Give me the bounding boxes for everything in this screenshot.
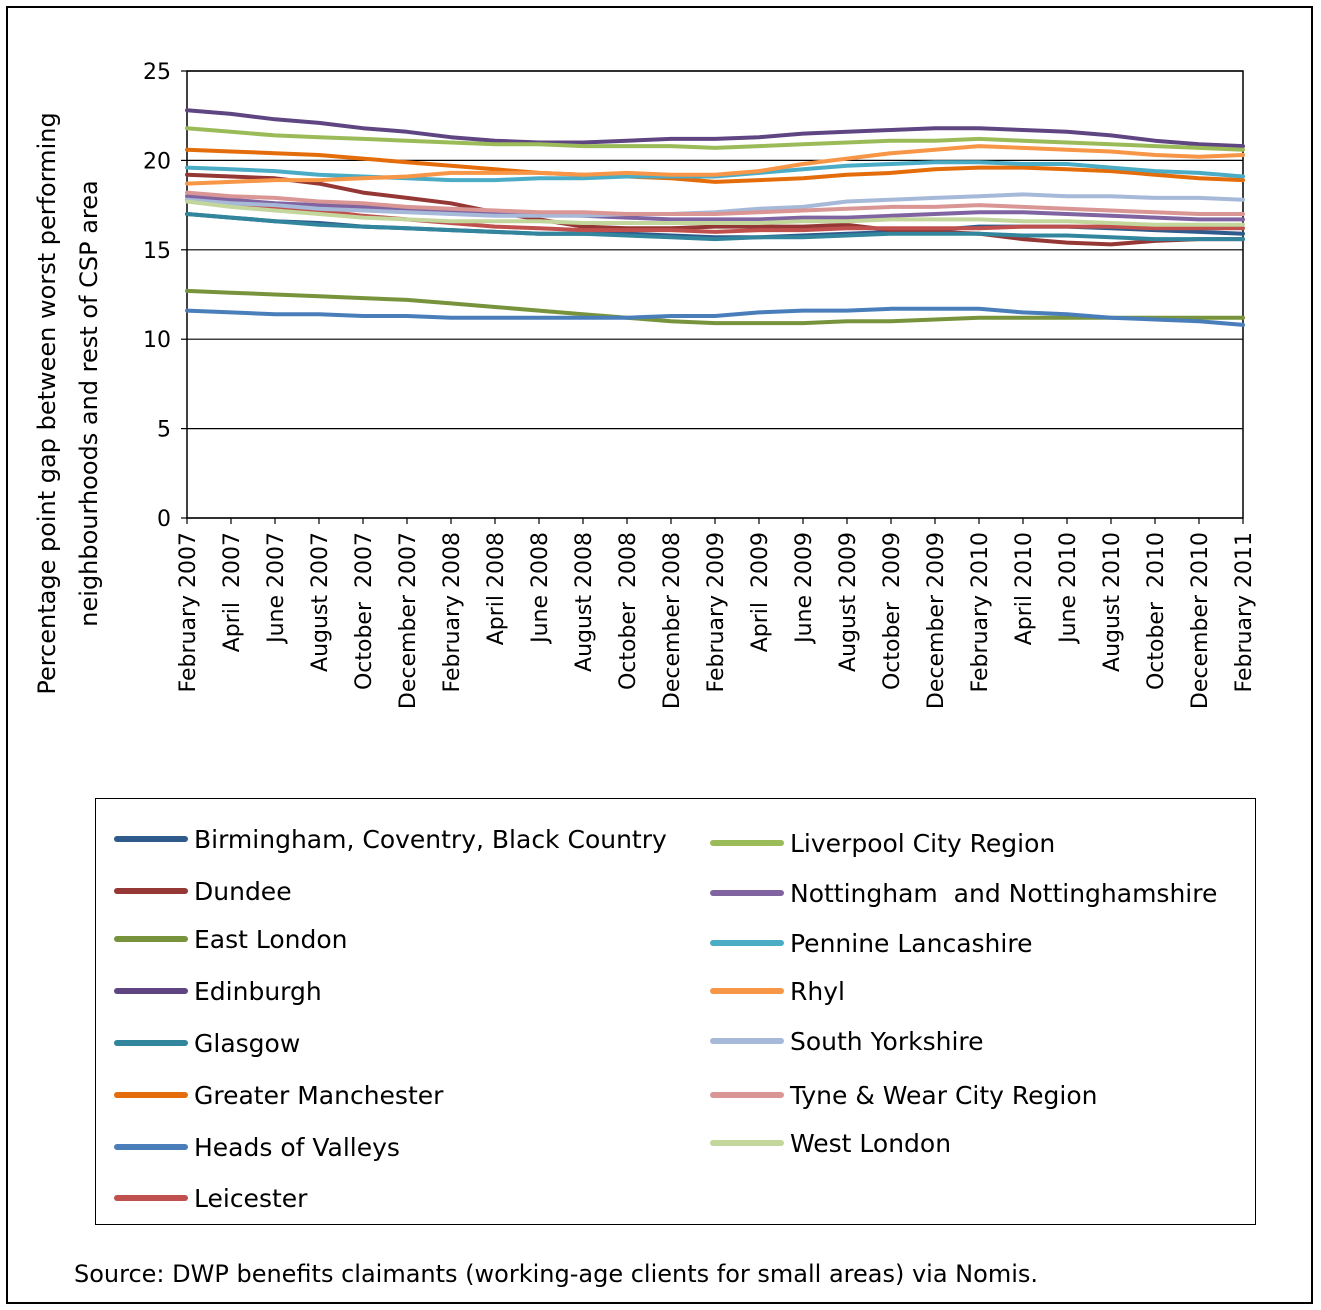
x-tick-label: June 2009 (792, 532, 817, 645)
x-tick-label: October 2009 (880, 532, 905, 690)
y-tick-label: 0 (157, 507, 171, 532)
legend-label: Heads of Valleys (194, 1132, 400, 1162)
y-tick-label: 5 (157, 418, 171, 443)
x-tick-label: February 2010 (968, 532, 993, 692)
y-tick-label: 15 (143, 239, 171, 264)
x-tick-label: June 2010 (1056, 532, 1081, 645)
legend-item: Edinburgh (114, 976, 322, 1006)
legend-label: Nottingham and Nottinghamshire (790, 878, 1218, 908)
legend-item: Greater Manchester (114, 1080, 443, 1110)
legend: Birmingham, Coventry, Black Country Dunde… (95, 798, 1256, 1225)
series-line (185, 212, 1245, 242)
series-line (185, 199, 1245, 227)
y-tick-label: 10 (143, 328, 171, 353)
legend-swatch (710, 1038, 784, 1044)
x-tick-label: June 2007 (264, 532, 289, 645)
series-line (185, 190, 1245, 216)
x-tick-label: December 2010 (1188, 532, 1213, 709)
legend-label: West London (790, 1128, 952, 1158)
legend-item: South Yorkshire (710, 1026, 984, 1056)
legend-swatch (114, 988, 188, 994)
legend-label: South Yorkshire (790, 1026, 984, 1056)
x-tick-label: April 2009 (748, 532, 773, 652)
legend-swatch (710, 988, 784, 994)
legend-item: Pennine Lancashire (710, 928, 1032, 958)
legend-swatch (710, 840, 784, 846)
x-tick-label: August 2009 (836, 532, 861, 672)
y-axis-ticks: 0 5 10 15 20 25 (143, 60, 187, 532)
legend-label: Birmingham, Coventry, Black Country (194, 824, 667, 854)
legend-item: Rhyl (710, 976, 845, 1006)
x-tick-label: December 2008 (660, 532, 685, 709)
legend-item: Nottingham and Nottinghamshire (710, 878, 1217, 908)
series-line (185, 194, 1245, 222)
x-tick-label: April 2007 (220, 532, 245, 652)
series-line (185, 172, 1245, 247)
x-tick-label: December 2009 (924, 532, 949, 709)
legend-label: Greater Manchester (194, 1080, 444, 1110)
legend-item: Leicester (114, 1183, 307, 1213)
legend-item: Tyne & Wear City Region (710, 1080, 1098, 1110)
x-tick-label: April 2008 (484, 532, 509, 645)
series-line (185, 108, 1245, 149)
legend-swatch (710, 1140, 784, 1146)
legend-item: Liverpool City Region (710, 828, 1055, 858)
y-axis-label-line-1: Percentage point gap between worst perfo… (33, 112, 61, 694)
legend-swatch (114, 1092, 188, 1098)
x-axis-ticks: February 2007 April 2007 June 2007 August 2… (176, 518, 1257, 709)
legend-item: Heads of Valleys (114, 1132, 400, 1162)
x-tick-label: June 2008 (528, 532, 553, 645)
legend-swatch (114, 936, 188, 942)
x-tick-label: April 2010 (1012, 532, 1037, 645)
x-tick-label: February 2011 (1232, 532, 1257, 692)
legend-swatch (114, 1040, 188, 1046)
legend-label: Pennine Lancashire (790, 928, 1033, 958)
legend-item: Birmingham, Coventry, Black Country (114, 824, 667, 854)
legend-label: Liverpool City Region (790, 828, 1056, 858)
series-lines (185, 108, 1245, 327)
legend-swatch (710, 940, 784, 946)
legend-swatch (114, 888, 188, 894)
legend-label: Tyne & Wear City Region (790, 1080, 1098, 1110)
legend-item: Glasgow (114, 1028, 300, 1058)
x-tick-label: October 2008 (616, 532, 641, 690)
legend-item: West London (710, 1128, 951, 1158)
legend-swatch (710, 1092, 784, 1098)
legend-label: Edinburgh (194, 976, 322, 1006)
legend-swatch (114, 1195, 188, 1201)
source-note: Source: DWP benefits claimants (working-… (74, 1260, 1038, 1288)
series-line (185, 126, 1245, 152)
legend-swatch (710, 890, 784, 896)
x-tick-label: August 2008 (572, 532, 597, 672)
legend-swatch (114, 836, 188, 842)
line-chart: 0 5 10 15 20 25 February 2007 April 2007 June 2… (33, 60, 1257, 709)
series-line (185, 144, 1245, 186)
x-tick-label: October 2010 (1144, 532, 1169, 690)
legend-label: East London (194, 924, 348, 954)
x-tick-label: February 2008 (440, 532, 465, 692)
x-tick-label: October 2007 (352, 532, 377, 690)
legend-swatch (114, 1144, 188, 1150)
legend-item: Dundee (114, 876, 292, 906)
legend-label: Glasgow (194, 1028, 301, 1058)
series-line (185, 288, 1245, 326)
y-tick-label: 25 (143, 60, 171, 85)
x-tick-label: February 2009 (704, 532, 729, 692)
figure-frame (6, 6, 1313, 1304)
y-tick-label: 20 (143, 149, 171, 174)
series-line (185, 147, 1245, 184)
x-tick-label: August 2007 (308, 532, 333, 672)
legend-item: East London (114, 924, 348, 954)
legend-label: Dundee (194, 876, 292, 906)
x-tick-label: December 2007 (396, 532, 421, 709)
x-tick-label: August 2010 (1100, 532, 1125, 672)
x-tick-label: February 2007 (176, 532, 201, 692)
series-line (185, 306, 1245, 327)
legend-label: Rhyl (790, 976, 845, 1006)
y-axis-label-line-2: neighbourhoods and rest of CSP area (75, 180, 103, 626)
legend-label: Leicester (194, 1183, 308, 1213)
